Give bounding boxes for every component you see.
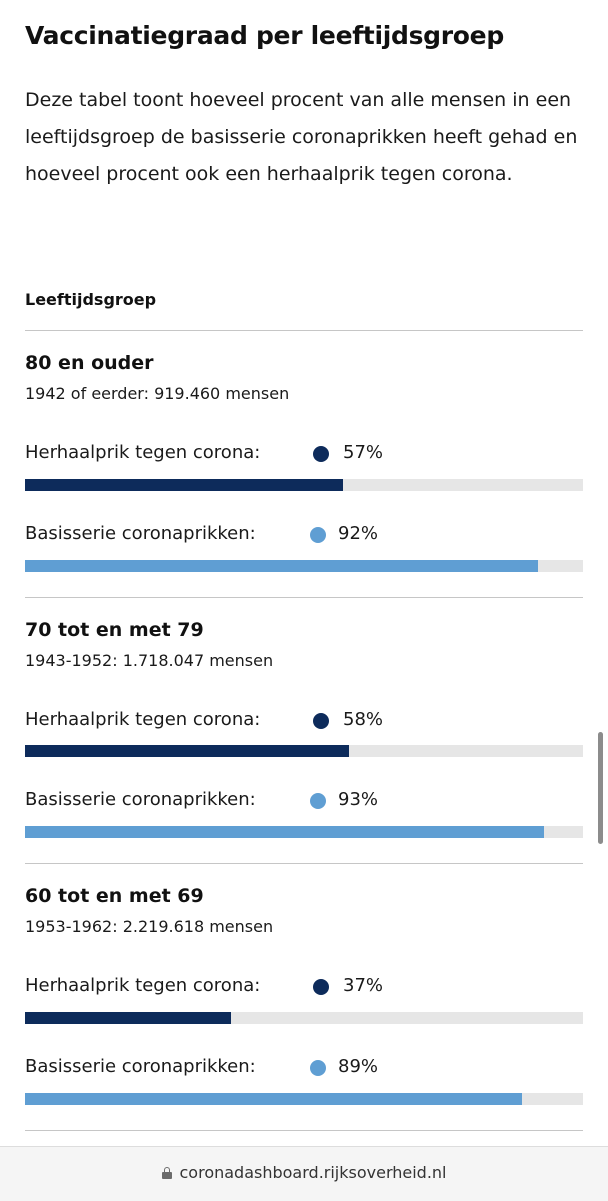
booster-bar [25, 479, 583, 491]
group-population: 1953-1962: 2.219.618 mensen [25, 917, 274, 936]
basic-dot-icon [310, 1060, 326, 1076]
group-population: 1942 of eerder: 919.460 mensen [25, 384, 290, 403]
basic-bar-fill [25, 826, 544, 838]
booster-label: Herhaalprik tegen corona: [25, 709, 261, 730]
intro-text: Deze tabel toont hoeveel procent van all… [25, 89, 578, 185]
basic-bar [25, 560, 583, 572]
booster-label: Herhaalprik tegen corona: [25, 975, 261, 996]
group-divider [25, 597, 583, 598]
browser-address-bar[interactable]: coronadashboard.rijksoverheid.nl [0, 1146, 608, 1201]
basic-label: Basisserie coronaprikken: [25, 789, 256, 810]
lock-icon [161, 1167, 172, 1179]
booster-dot-icon [313, 446, 329, 462]
basic-percent: 93% [338, 789, 379, 810]
basic-bar-fill [25, 560, 539, 572]
url-text: coronadashboard.rijksoverheid.nl [179, 1163, 447, 1182]
group-divider [25, 1130, 583, 1131]
age-group-70-79: 70 tot en met 79 1943-1952: 1.718.047 me… [0, 598, 608, 838]
booster-bar-fill [25, 745, 349, 757]
booster-bar [25, 745, 583, 757]
booster-bar-fill [25, 479, 344, 491]
group-population: 1943-1952: 1.718.047 mensen [25, 651, 274, 670]
booster-bar [25, 1012, 583, 1024]
group-divider [25, 863, 583, 864]
booster-percent: 58% [343, 709, 384, 730]
basic-bar [25, 1093, 583, 1105]
header-divider [25, 330, 583, 331]
basic-dot-icon [310, 793, 326, 809]
basic-label: Basisserie coronaprikken: [25, 523, 256, 544]
column-header: Leeftijdsgroep [25, 290, 157, 309]
group-label: 60 tot en met 69 [25, 885, 204, 907]
booster-percent: 37% [343, 975, 384, 996]
basic-percent: 92% [338, 523, 379, 544]
booster-dot-icon [313, 713, 329, 729]
basic-label: Basisserie coronaprikken: [25, 1056, 256, 1077]
age-group-60-69: 60 tot en met 69 1953-1962: 2.219.618 me… [0, 864, 608, 1105]
booster-bar-fill [25, 1012, 232, 1024]
scrollbar-thumb[interactable] [598, 732, 603, 844]
basic-dot-icon [310, 527, 326, 543]
age-group-80-plus: 80 en ouder 1942 of eerder: 919.460 mens… [0, 331, 608, 572]
group-label: 80 en ouder [25, 352, 154, 374]
basic-bar [25, 826, 583, 838]
booster-label: Herhaalprik tegen corona: [25, 442, 261, 463]
booster-dot-icon [313, 979, 329, 995]
page-title: Vaccinatiegraad per leeftijdsgroep [25, 21, 504, 50]
basic-percent: 89% [338, 1056, 379, 1077]
booster-percent: 57% [343, 442, 384, 463]
basic-bar-fill [25, 1093, 522, 1105]
group-label: 70 tot en met 79 [25, 619, 204, 641]
